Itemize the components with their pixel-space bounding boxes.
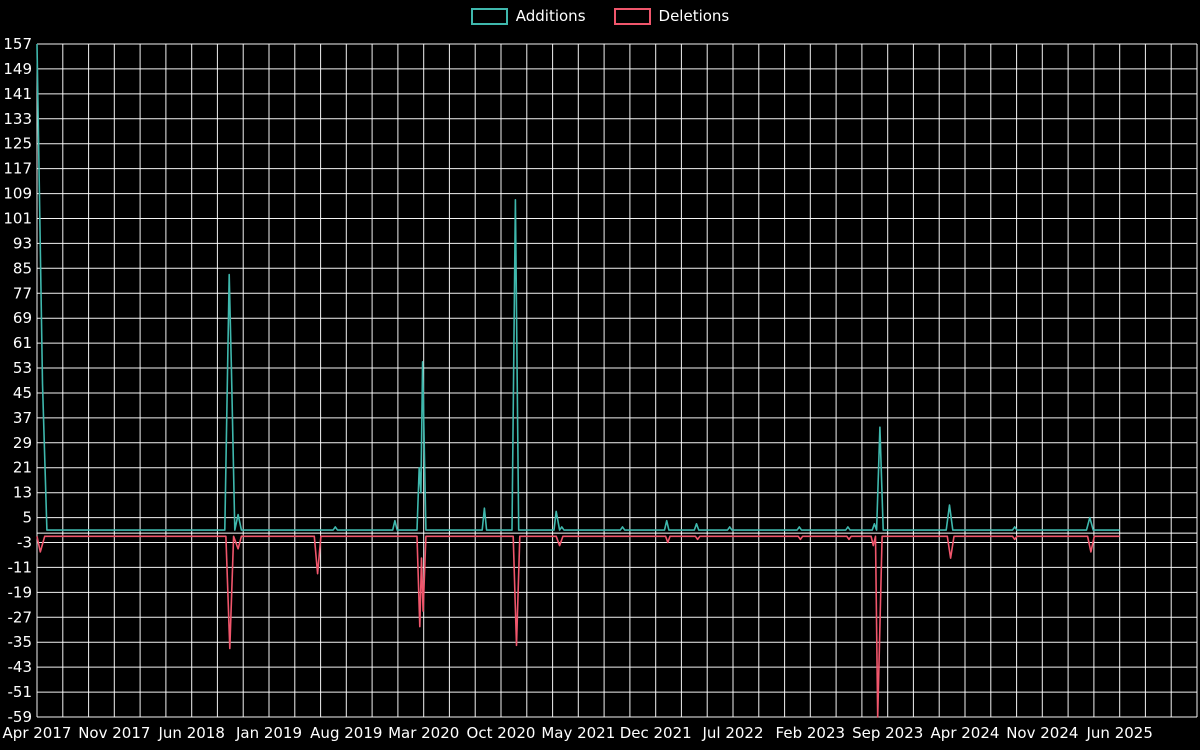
y-tick-label: 149: [3, 60, 32, 78]
x-axis-tick-labels: Apr 2017 Nov 2017 Jun 2018 Jan 2019 Aug 2019…: [3, 724, 1153, 742]
x-tick-label: Feb 2023: [776, 724, 846, 742]
y-tick-label: 85: [13, 259, 32, 277]
y-tick-label: -51: [8, 683, 33, 701]
y-tick-label: 101: [3, 210, 32, 228]
y-tick-label: 5: [22, 509, 32, 527]
y-tick-label: 141: [3, 85, 32, 103]
y-tick-label: 13: [13, 484, 32, 502]
y-tick-label: 29: [13, 434, 32, 452]
legend-item-deletions[interactable]: Deletions: [613, 7, 730, 25]
x-tick-label: Sep 2023: [852, 724, 923, 742]
gridlines: [36, 43, 1198, 718]
y-tick-label: 21: [13, 459, 32, 477]
y-tick-label: 45: [13, 384, 32, 402]
y-tick-label: 53: [13, 359, 32, 377]
y-tick-label: 77: [13, 284, 32, 302]
y-tick-label: -19: [8, 583, 33, 601]
x-tick-label: May 2021: [541, 724, 615, 742]
y-axis-tick-labels: 157 149 141 133 125 117 109 101 93 85 77 69 61 53 45 37…: [3, 35, 32, 726]
y-tick-label: 133: [3, 110, 32, 128]
y-tick-label: -27: [8, 608, 33, 626]
y-tick-label: -59: [8, 708, 33, 726]
y-tick-label: 109: [3, 185, 32, 203]
legend-label-additions: Additions: [515, 7, 586, 25]
chart-legend: Additions Deletions: [0, 7, 1200, 25]
x-tick-label: Jun 2025: [1086, 724, 1153, 742]
y-tick-label: -11: [8, 558, 33, 576]
x-tick-label: Jan 2019: [235, 724, 302, 742]
legend-label-deletions: Deletions: [658, 7, 730, 25]
y-tick-label: -35: [8, 633, 33, 651]
x-tick-label: Mar 2020: [388, 724, 459, 742]
x-tick-label: Nov 2024: [1006, 724, 1078, 742]
series-lines: [36, 43, 1120, 718]
x-tick-label: Aug 2019: [310, 724, 382, 742]
y-tick-label: -3: [17, 534, 32, 552]
y-tick-label: 93: [13, 234, 32, 252]
x-tick-label: Dec 2021: [620, 724, 692, 742]
y-tick-label: 69: [13, 309, 32, 327]
legend-item-additions[interactable]: Additions: [470, 7, 586, 25]
y-tick-label: -43: [8, 658, 33, 676]
x-tick-label: Jul 2022: [701, 724, 763, 742]
y-tick-label: 157: [3, 35, 32, 53]
y-tick-label: 117: [3, 160, 32, 178]
y-tick-label: 61: [13, 334, 32, 352]
deletions-line: [36, 535, 1120, 718]
y-tick-label: 125: [3, 135, 32, 153]
additions-line: [36, 43, 1120, 531]
x-tick-label: Oct 2020: [467, 724, 536, 742]
y-tick-label: 37: [13, 409, 32, 427]
x-tick-label: Jun 2018: [158, 724, 225, 742]
deletions-swatch-icon: [613, 7, 651, 25]
additions-swatch-icon: [470, 7, 508, 25]
x-tick-label: Nov 2017: [78, 724, 150, 742]
x-tick-label: Apr 2024: [931, 724, 1000, 742]
x-tick-label: Apr 2017: [3, 724, 72, 742]
